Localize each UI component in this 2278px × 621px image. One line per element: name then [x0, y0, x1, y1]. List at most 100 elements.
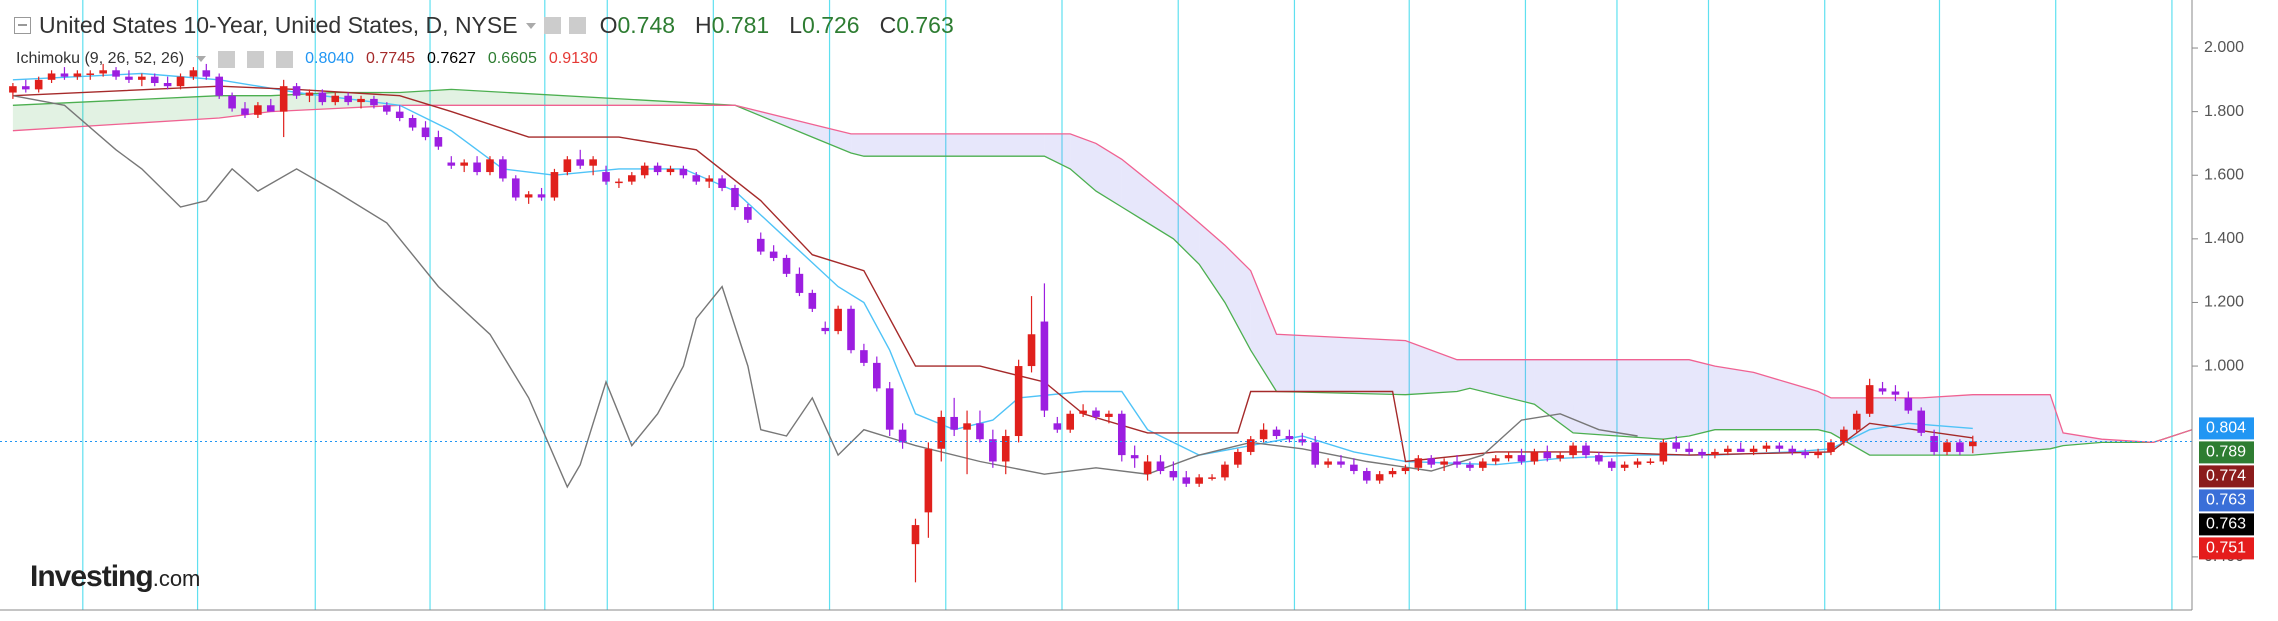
- candle-body: [1595, 455, 1603, 462]
- eye-icon[interactable]: [218, 50, 236, 68]
- cloud-fill: [1250, 270, 1277, 392]
- candle-body: [1272, 429, 1281, 437]
- indicator-value: 0.7627: [426, 50, 476, 67]
- price-tag-box: [2199, 489, 2254, 512]
- menu-caret[interactable]: [525, 22, 536, 29]
- candle-body: [679, 168, 688, 176]
- candle-body: [1285, 436, 1294, 440]
- candle-body: [1040, 321, 1049, 411]
- candle-body: [1427, 458, 1436, 465]
- candle-body: [473, 162, 481, 173]
- candle-body: [640, 165, 649, 176]
- candle-body: [1001, 436, 1010, 462]
- candle-body: [318, 92, 327, 103]
- candle-body: [99, 70, 107, 74]
- candle-body: [1543, 451, 1552, 459]
- candle-body: [1956, 442, 1964, 452]
- cloud-fill: [1689, 359, 1715, 437]
- ohlc-label: C: [879, 12, 897, 38]
- indicator-value: 0.8040: [305, 50, 355, 67]
- candle-body: [266, 105, 275, 112]
- settings-icon[interactable]: [247, 50, 265, 68]
- candle-body: [1143, 461, 1152, 475]
- candle-body: [511, 178, 520, 198]
- candle-body: [821, 327, 830, 332]
- candle-body: [1620, 464, 1629, 468]
- candle-body: [976, 423, 984, 440]
- candle-body: [1105, 413, 1113, 417]
- candle-body: [924, 448, 933, 513]
- indicator-value: 0.6605: [487, 50, 537, 67]
- candle-body: [782, 257, 791, 274]
- candle-body: [666, 168, 675, 173]
- candle-body: [885, 388, 894, 430]
- cloud-fill: [1405, 340, 1458, 395]
- settings-icon[interactable]: [568, 17, 586, 34]
- candle-body: [692, 175, 701, 182]
- price-tag-label: 0.751: [2206, 540, 2246, 557]
- candle-body: [911, 525, 920, 545]
- collapse-icon[interactable]: [14, 17, 31, 34]
- close-icon[interactable]: [276, 50, 294, 68]
- candle-body: [60, 73, 69, 77]
- candle-body: [1943, 442, 1951, 452]
- candle-body: [1749, 448, 1758, 452]
- candle-body: [615, 181, 623, 184]
- candle-body: [1079, 410, 1087, 414]
- ohlc-field: O0.748: [600, 12, 675, 39]
- cloud-fill: [1121, 159, 1174, 239]
- price-tag-box: [2199, 513, 2254, 536]
- candle-body: [1117, 413, 1126, 456]
- cloud-fill: [1224, 245, 1251, 351]
- ohlc-field: C0.763: [880, 12, 954, 39]
- candle-body: [447, 162, 456, 166]
- brand-name: Investing: [30, 560, 154, 593]
- indicator-line: [12, 72, 1973, 466]
- candle-body: [898, 429, 907, 443]
- price-tag-label: 0.774: [2206, 468, 2246, 485]
- eye-icon[interactable]: [543, 17, 561, 34]
- candle-body: [486, 159, 494, 173]
- candle-body: [305, 92, 314, 96]
- candle-body: [34, 79, 43, 90]
- candle-body: [744, 207, 752, 220]
- candle-body: [1569, 445, 1577, 456]
- candle-body: [1827, 442, 1835, 452]
- price-tag-label: 0.804: [2206, 420, 2246, 437]
- candle-body: [1891, 391, 1900, 395]
- candle-body: [1014, 366, 1023, 437]
- candle-body: [1479, 461, 1487, 468]
- ohlc-value: 0.763: [896, 12, 954, 38]
- candle-body: [1801, 451, 1809, 456]
- price-tag-label: 0.763: [2206, 516, 2246, 533]
- candle-body: [1491, 458, 1500, 462]
- cloud-fill: [1830, 397, 1870, 456]
- candle-body: [1852, 413, 1861, 430]
- indicator-value: 0.7745: [366, 50, 415, 67]
- candle-body: [963, 423, 971, 430]
- cloud-fill: [1818, 391, 1831, 433]
- candle-body: [1504, 455, 1513, 459]
- candle-body: [254, 105, 262, 115]
- cloud-fill: [1276, 334, 1406, 395]
- candle-body: [1698, 451, 1706, 456]
- indicator-value: 0.9130: [548, 50, 598, 67]
- candle-body: [1633, 461, 1642, 465]
- price-tag-box: [2199, 441, 2254, 464]
- cloud-span-line: [12, 88, 2192, 456]
- ohlc-label: L: [789, 12, 803, 38]
- candle-body: [808, 292, 817, 309]
- cloud-fill: [1972, 394, 2051, 456]
- cloud-fill: [1173, 200, 1200, 265]
- candle-body: [1027, 334, 1036, 367]
- candle-body: [1530, 451, 1539, 462]
- menu-caret[interactable]: [196, 56, 207, 62]
- cloud-fill: [1753, 372, 1819, 430]
- header: United States 10-Year, United States, D,…: [14, 12, 954, 39]
- candle-body: [138, 76, 146, 80]
- cloud-fill: [812, 124, 852, 153]
- candle-body: [1337, 461, 1345, 465]
- candle-body: [628, 175, 636, 182]
- candle-body: [1208, 477, 1216, 479]
